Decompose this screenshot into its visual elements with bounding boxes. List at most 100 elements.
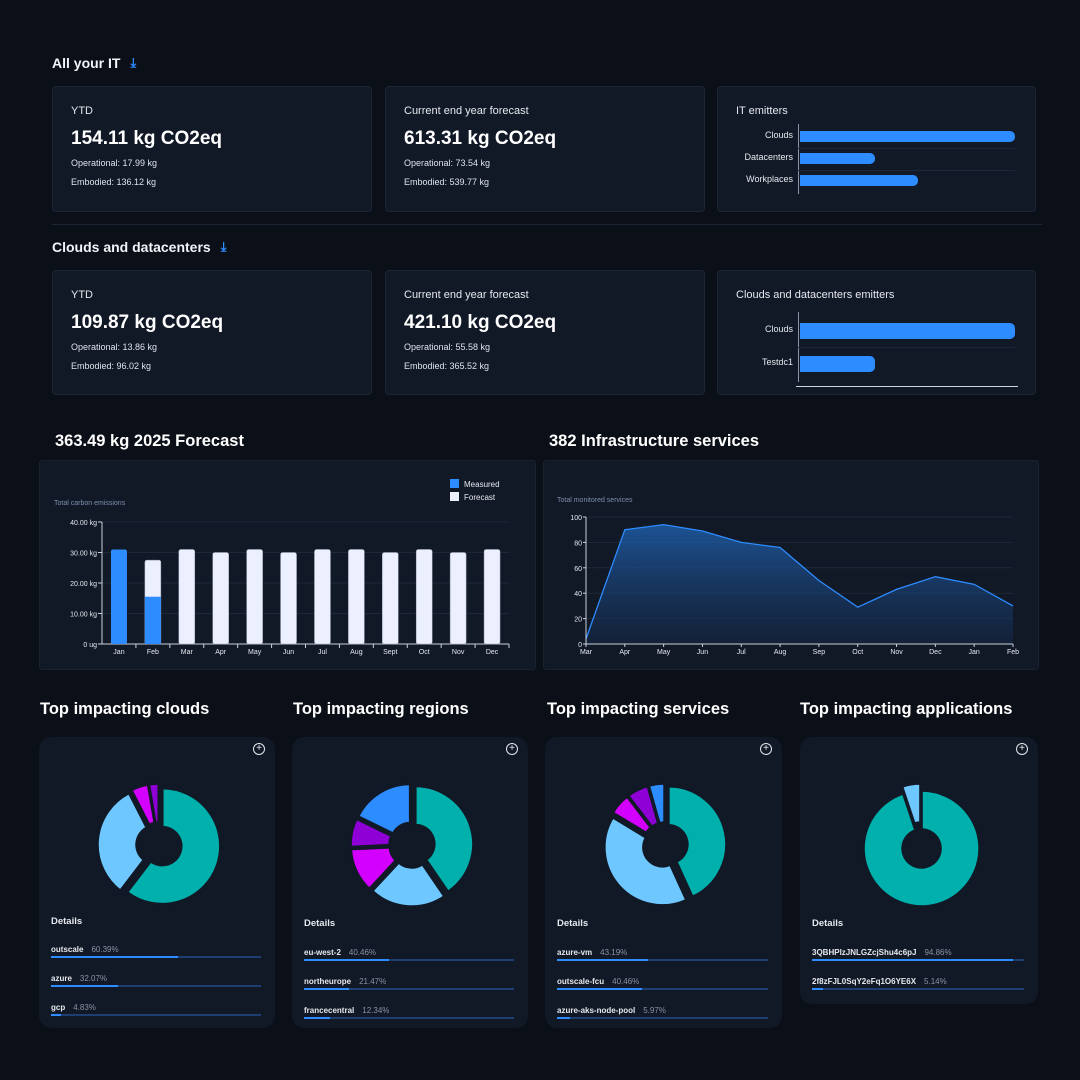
data-point[interactable] — [1011, 604, 1015, 608]
section-title: All your IT — [52, 55, 121, 71]
detail-row[interactable]: azure-vm 43.19% — [557, 942, 768, 966]
donut-slice[interactable] — [611, 795, 653, 835]
donut-slice[interactable] — [603, 816, 688, 907]
donut-chart — [349, 782, 475, 908]
forecast-card: Current end year forecast 421.10 kg CO2e… — [385, 270, 705, 395]
bar-forecast[interactable] — [382, 552, 399, 645]
x-tick-label: Feb — [147, 649, 159, 656]
bar-forecast[interactable] — [212, 552, 229, 645]
data-point[interactable] — [933, 575, 937, 579]
x-tick-label: Oct — [419, 649, 430, 656]
area-fill — [586, 524, 1013, 644]
y-tick-label: 0 ug — [83, 642, 97, 649]
progress-fill — [304, 959, 389, 961]
progress-fill — [557, 959, 649, 961]
zoom-in-icon[interactable]: + — [1016, 743, 1028, 755]
x-tick-label: Sept — [383, 649, 397, 656]
detail-row[interactable]: northeurope 21.47% — [304, 971, 514, 995]
data-point[interactable] — [817, 579, 821, 583]
donut-slice[interactable] — [647, 782, 666, 825]
bar-measured[interactable] — [144, 596, 161, 644]
donut-slice[interactable] — [96, 791, 149, 893]
detail-row[interactable]: 2f8zFJL0SqY2eFq1O6YE6X 5.14% — [812, 971, 1024, 995]
detail-row[interactable]: azure-aks-node-pool 5.97% — [557, 1000, 768, 1024]
x-tick-label: Oct — [852, 649, 863, 656]
emitter-gridline — [798, 170, 1015, 171]
x-tick-label: May — [248, 649, 262, 656]
donut-slice[interactable] — [414, 784, 475, 894]
section-title: Clouds and datacenters — [52, 239, 211, 255]
y-tick-label: 80 — [574, 540, 582, 547]
detail-name: outscale — [51, 945, 84, 954]
data-point[interactable] — [623, 528, 627, 532]
bar-forecast[interactable] — [415, 549, 433, 645]
donut-slice[interactable] — [147, 782, 160, 825]
donut-chart — [862, 782, 981, 908]
x-tick-label: Aug — [350, 649, 363, 656]
x-tick-label: Dec — [929, 649, 942, 656]
detail-name: eu-west-2 — [304, 948, 341, 957]
donut-slice[interactable] — [370, 861, 446, 908]
donut-slice[interactable] — [349, 817, 393, 849]
card-label: Current end year forecast — [404, 105, 529, 117]
donut-slice[interactable] — [125, 786, 222, 906]
section-all-it-header: All your IT ⤓ — [52, 55, 136, 71]
forecast-chart-panel: Total carbon emissions Measured Forecast 0 … — [39, 460, 536, 670]
forecast-card: Current end year forecast 613.31 kg CO2e… — [385, 86, 705, 212]
y-tick-label: 0 — [578, 642, 582, 649]
x-tick-label: Jan — [113, 649, 124, 656]
bar-measured[interactable] — [110, 549, 127, 644]
zoom-in-icon[interactable]: + — [506, 743, 518, 755]
data-point[interactable] — [662, 523, 666, 527]
detail-row[interactable]: outscale-fcu 40.46% — [557, 971, 768, 995]
progress-track — [812, 988, 1024, 990]
detail-row[interactable]: azure 32.07% — [51, 968, 261, 992]
bar-forecast[interactable] — [348, 549, 365, 645]
forecast-value: 421.10 kg CO2eq — [404, 312, 557, 333]
bar-forecast[interactable] — [449, 552, 467, 645]
donut-card: + Details 3QBHPlzJNLGZcjShu4c6pJ 94.86% 2f8z… — [800, 737, 1038, 1004]
bar-forecast[interactable] — [178, 549, 196, 645]
donut-slice[interactable] — [900, 782, 922, 825]
details-label: Details — [557, 918, 589, 929]
services-area-chart: Total monitored services 0 20 40 60 80 100 Mar A… — [557, 497, 1019, 656]
detail-row[interactable]: gcp 4.83% — [51, 997, 261, 1021]
forecast-title: 363.49 kg 2025 Forecast — [55, 432, 244, 450]
embodied-value: Embodied: 365.52 kg — [404, 361, 490, 371]
data-point[interactable] — [778, 545, 782, 549]
legend-swatch — [450, 479, 459, 488]
data-point[interactable] — [972, 582, 976, 586]
operational-value: Operational: 13.86 kg — [71, 342, 158, 352]
detail-row[interactable]: outscale 60.39% — [51, 939, 261, 963]
zoom-in-icon[interactable]: + — [253, 743, 265, 755]
donut-slice[interactable] — [862, 789, 981, 908]
zoom-in-icon[interactable]: + — [760, 743, 772, 755]
donut-section-title: Top impacting services — [547, 700, 730, 718]
detail-name: northeurope — [304, 977, 352, 986]
detail-name: azure — [51, 974, 72, 983]
download-icon[interactable]: ⤓ — [220, 239, 227, 254]
progress-track — [304, 1017, 514, 1019]
detail-row[interactable]: 3QBHPlzJNLGZcjShu4c6pJ 94.86% — [812, 942, 1024, 966]
donut-card: + Details outscale 60.39% azure 32.07% gcp 4.83… — [39, 737, 275, 1028]
detail-row[interactable]: eu-west-2 40.46% — [304, 942, 514, 966]
y-tick-label: 40.00 kg — [70, 520, 97, 527]
bar-forecast[interactable] — [314, 549, 331, 645]
donut-slice[interactable] — [356, 782, 412, 835]
donut-slice[interactable] — [667, 785, 728, 899]
download-icon[interactable]: ⤓ — [130, 55, 137, 70]
x-tick-label: Jul — [737, 649, 746, 656]
donut-slice[interactable] — [349, 846, 398, 891]
bar-forecast[interactable] — [280, 552, 297, 645]
data-point[interactable] — [895, 587, 899, 591]
data-point[interactable] — [700, 529, 704, 533]
bar-forecast[interactable] — [483, 549, 501, 645]
data-point[interactable] — [856, 605, 860, 609]
donut-card: + Details azure-vm 43.19% outscale-fcu 40.46%… — [545, 737, 782, 1028]
bar-forecast[interactable] — [246, 549, 263, 645]
progress-fill — [51, 956, 178, 958]
detail-row[interactable]: francecentral 12.34% — [304, 1000, 514, 1024]
progress-fill — [51, 1014, 62, 1016]
data-point[interactable] — [739, 540, 743, 544]
detail-percent: 40.46% — [348, 948, 377, 957]
